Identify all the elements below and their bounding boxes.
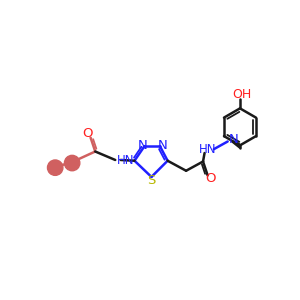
Text: S: S bbox=[147, 174, 156, 187]
Circle shape bbox=[64, 155, 80, 171]
Text: HN: HN bbox=[199, 143, 216, 156]
Text: N: N bbox=[229, 134, 239, 146]
Text: N: N bbox=[157, 139, 167, 152]
Text: O: O bbox=[206, 172, 216, 185]
Text: OH: OH bbox=[232, 88, 251, 101]
Text: O: O bbox=[82, 127, 93, 140]
Circle shape bbox=[47, 160, 63, 176]
Text: HN: HN bbox=[117, 154, 134, 167]
Text: N: N bbox=[137, 139, 147, 152]
